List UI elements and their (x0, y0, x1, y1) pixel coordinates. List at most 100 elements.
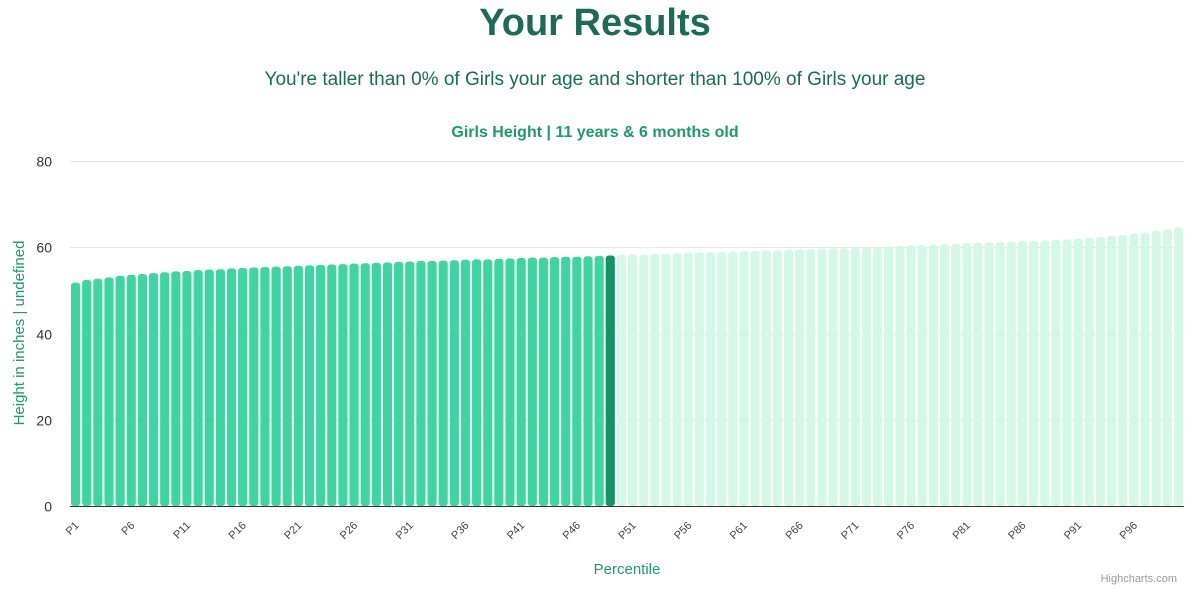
bar[interactable] (973, 242, 983, 506)
bar[interactable] (226, 268, 237, 506)
bar[interactable] (550, 257, 560, 506)
bar[interactable] (126, 274, 136, 506)
bar[interactable] (583, 256, 593, 506)
bar[interactable] (1162, 229, 1172, 506)
bar[interactable] (516, 258, 526, 506)
bar[interactable] (71, 282, 81, 506)
bar[interactable] (327, 264, 337, 507)
bar[interactable] (1084, 237, 1094, 506)
bar[interactable] (839, 248, 849, 507)
bar[interactable] (1006, 241, 1016, 506)
bar[interactable] (405, 261, 415, 506)
bar[interactable] (293, 265, 303, 506)
bar[interactable] (438, 260, 448, 506)
bar[interactable] (193, 270, 203, 506)
bar[interactable] (728, 251, 738, 506)
bar[interactable] (750, 250, 760, 506)
bar[interactable] (761, 250, 771, 506)
bar[interactable] (683, 252, 693, 506)
bar[interactable] (249, 267, 259, 506)
bar[interactable] (917, 245, 927, 506)
bar[interactable] (705, 252, 716, 506)
bar[interactable] (795, 249, 805, 506)
bar[interactable] (628, 254, 638, 506)
bar[interactable] (494, 258, 504, 506)
bar[interactable] (828, 248, 838, 507)
bar[interactable] (694, 252, 704, 506)
bar[interactable] (115, 275, 125, 506)
bar[interactable] (472, 259, 482, 506)
bar[interactable] (951, 243, 961, 507)
bar[interactable] (962, 243, 972, 506)
bar[interactable] (416, 261, 426, 506)
bar[interactable] (1029, 240, 1039, 506)
bar[interactable] (394, 261, 404, 506)
bar[interactable] (271, 266, 281, 506)
bar[interactable] (1173, 227, 1183, 506)
bar[interactable] (316, 264, 326, 506)
bar[interactable] (160, 272, 170, 506)
bar[interactable] (215, 269, 225, 506)
bar[interactable] (906, 245, 916, 506)
bar[interactable] (995, 242, 1005, 506)
bar[interactable] (449, 260, 459, 506)
bar[interactable] (861, 247, 872, 506)
bar[interactable] (661, 253, 671, 506)
bar[interactable] (739, 251, 749, 506)
bar[interactable] (850, 247, 860, 506)
bar[interactable] (93, 278, 103, 506)
bar[interactable] (895, 245, 905, 506)
bar[interactable] (783, 249, 794, 506)
bar[interactable] (1062, 239, 1072, 507)
bar[interactable] (338, 264, 348, 506)
bar[interactable] (182, 270, 192, 506)
bar[interactable] (984, 242, 994, 506)
bar[interactable] (282, 266, 292, 506)
highcharts-credits-link[interactable]: Highcharts.com (1101, 573, 1177, 585)
bar[interactable] (427, 261, 437, 506)
bar[interactable] (460, 259, 471, 506)
bar-current[interactable] (605, 255, 615, 506)
bar[interactable] (939, 244, 950, 507)
bar[interactable] (148, 273, 159, 507)
bar[interactable] (1040, 240, 1050, 506)
bar[interactable] (1118, 235, 1128, 506)
bar[interactable] (304, 265, 315, 506)
bar[interactable] (884, 246, 894, 506)
bar[interactable] (349, 263, 359, 506)
bar[interactable] (137, 273, 147, 506)
bar[interactable] (527, 257, 537, 506)
bar[interactable] (204, 269, 214, 506)
bar[interactable] (806, 248, 816, 507)
bar[interactable] (1129, 233, 1139, 506)
bar[interactable] (772, 250, 782, 506)
bar[interactable] (1017, 241, 1028, 506)
bar[interactable] (1151, 230, 1161, 507)
bar[interactable] (171, 271, 181, 506)
bar[interactable] (1095, 236, 1106, 506)
bar[interactable] (639, 254, 649, 506)
bar[interactable] (538, 257, 549, 506)
bar[interactable] (382, 262, 393, 506)
bar[interactable] (650, 254, 660, 506)
bar[interactable] (371, 262, 381, 506)
bar[interactable] (505, 258, 515, 506)
bar[interactable] (238, 267, 248, 506)
bar[interactable] (82, 280, 92, 506)
bar[interactable] (572, 256, 582, 506)
bar[interactable] (1140, 232, 1150, 506)
bar[interactable] (594, 255, 604, 507)
bar[interactable] (260, 267, 270, 506)
bar[interactable] (561, 256, 571, 506)
bar[interactable] (483, 259, 493, 506)
bar[interactable] (1107, 236, 1117, 507)
bar[interactable] (873, 246, 883, 506)
bar[interactable] (1051, 239, 1061, 507)
bar[interactable] (928, 244, 938, 506)
bar[interactable] (616, 255, 626, 506)
bar[interactable] (104, 277, 114, 506)
bar[interactable] (717, 251, 727, 506)
bar[interactable] (672, 253, 682, 506)
bar[interactable] (1073, 238, 1083, 507)
bar[interactable] (817, 248, 827, 507)
